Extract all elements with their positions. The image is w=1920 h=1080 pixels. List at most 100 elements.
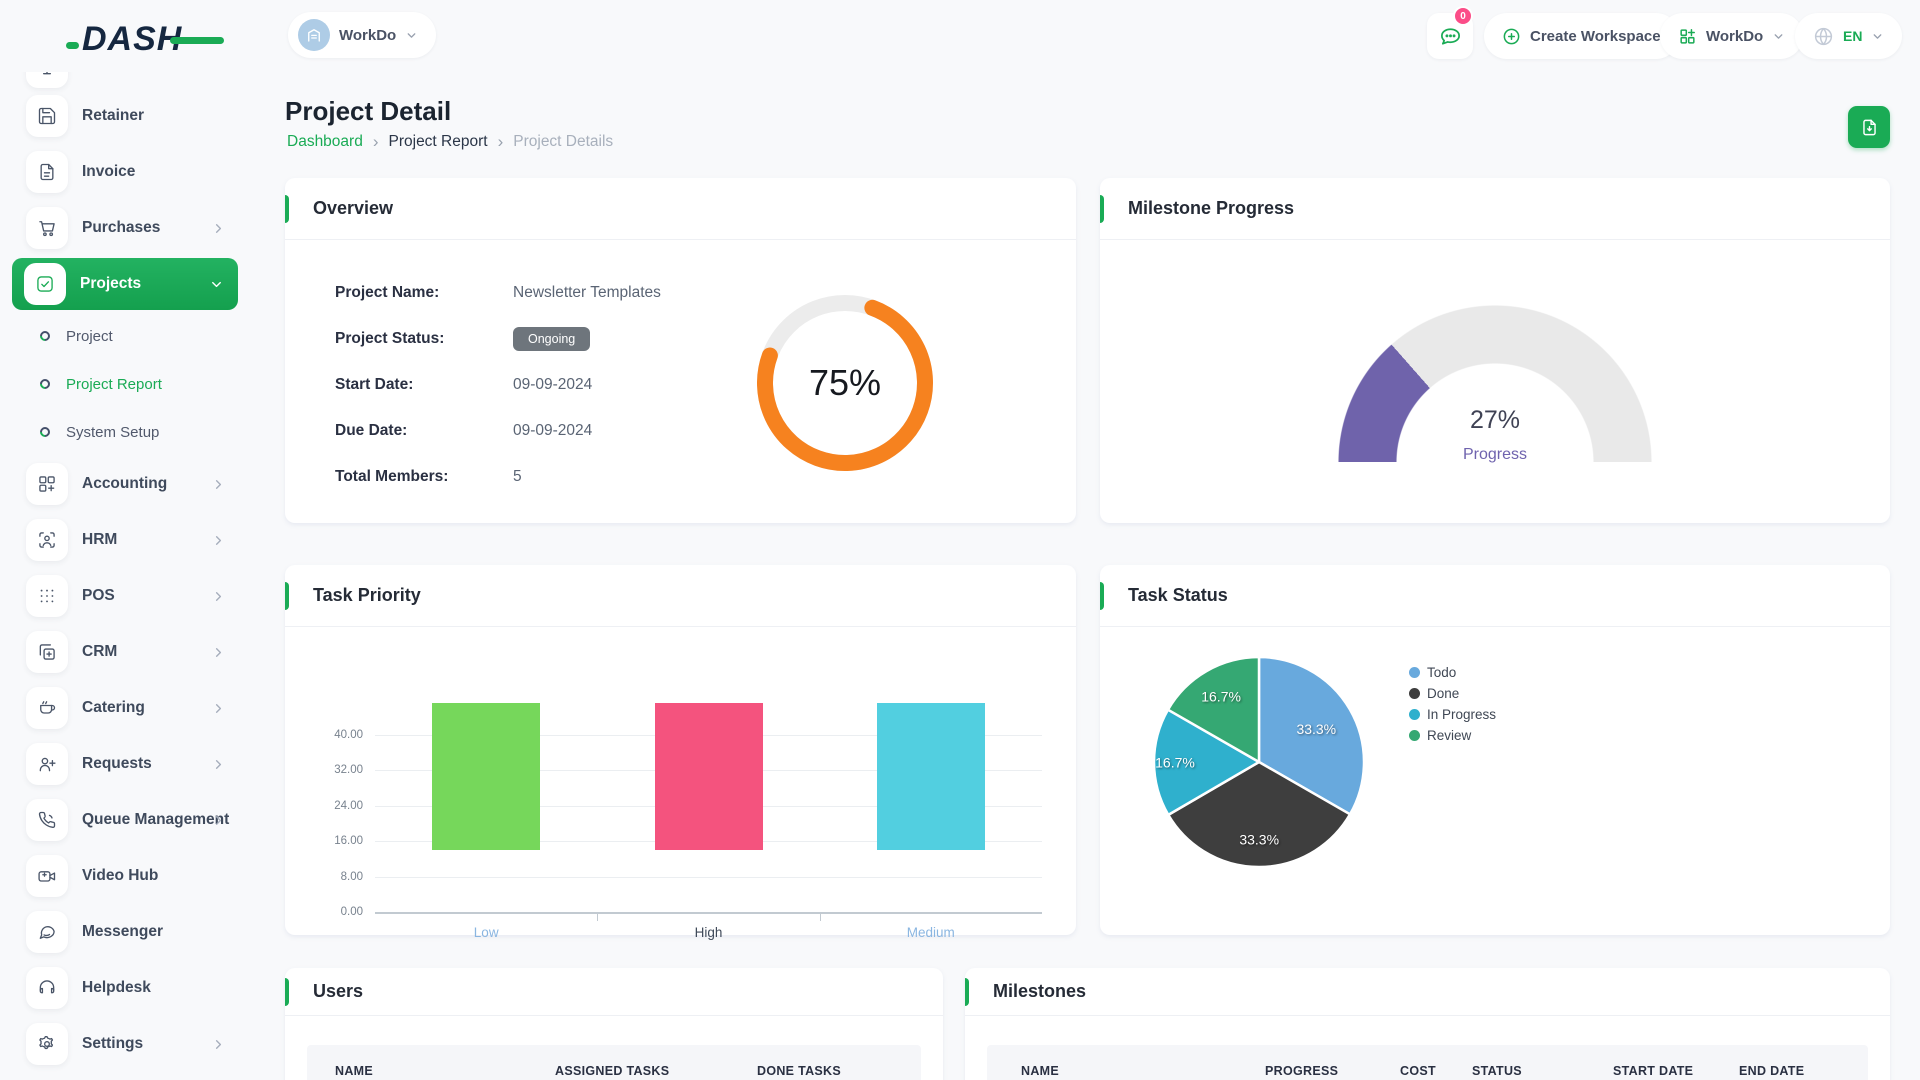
milestone-progress-card: Milestone Progress 27% Progress <box>1100 178 1890 523</box>
sidebar-nav: Retainer Invoice Purchases Projects Project P… <box>0 72 250 1072</box>
y-axis-tick-label: 0.00 <box>340 906 363 918</box>
sidebar-item-video-hub[interactable]: Video Hub <box>0 848 250 904</box>
overview-field-label: Due Date: <box>335 422 408 439</box>
overview-field-label: Start Date: <box>335 376 414 393</box>
breadcrumb-project-report[interactable]: Project Report <box>388 133 488 150</box>
chevron-right-icon <box>215 759 222 769</box>
gauge-sublabel: Progress <box>1462 446 1528 463</box>
task-status-pie-chart: 33.3% 33.3% 16.7% 16.7% <box>1139 642 1379 882</box>
column-header: PROGRESS <box>1265 1064 1339 1078</box>
export-report-button[interactable] <box>1848 106 1890 148</box>
y-axis-tick-label: 8.00 <box>340 870 363 883</box>
pie-slice-todo <box>1257 655 1366 816</box>
sidebar-item-requests[interactable]: Requests <box>0 736 250 792</box>
overview-field-label: Total Members: <box>335 468 449 485</box>
chevron-right-icon <box>215 1039 222 1049</box>
crm-icon <box>26 631 68 673</box>
sidebar-item-label: Retainer <box>82 107 145 124</box>
sidebar-item-helpdesk[interactable]: Helpdesk <box>0 960 250 1016</box>
sidebar-item-crm[interactable]: CRM <box>0 624 250 680</box>
sidebar-item-purchases[interactable]: Purchases <box>0 200 250 256</box>
legend-label: Todo <box>1427 665 1457 680</box>
users-card: Users NAME ASSIGNED TASKS DONE TASKS <box>285 968 943 1080</box>
grid-plus-icon <box>1680 28 1695 44</box>
create-workspace-button[interactable]: Create Workspace <box>1484 13 1679 59</box>
sidebar-item-label: Purchases <box>82 219 161 236</box>
file-export-icon <box>1862 119 1876 135</box>
sidebar-item-catering[interactable]: Catering <box>0 680 250 736</box>
task-priority-card-title: Task Priority <box>313 585 421 605</box>
sidebar-item-label: Settings <box>82 1035 144 1052</box>
page-title: Project Detail <box>285 96 452 126</box>
pie-slice-label: 16.7% <box>1201 689 1241 705</box>
sidebar-item-accounting[interactable]: Accounting <box>0 456 250 512</box>
legend-item-review[interactable]: Review <box>1409 728 1496 743</box>
milestone-progress-gauge <box>1338 305 1652 462</box>
breadcrumb-dashboard[interactable]: Dashboard <box>287 133 363 150</box>
bullet-icon <box>37 328 53 344</box>
overview-field-value: 09-09-2024 <box>513 422 593 439</box>
workdo-menu-button[interactable]: WorkDo <box>1660 13 1804 59</box>
sidebar-item-partial[interactable] <box>26 72 68 88</box>
legend-item-done[interactable]: Done <box>1409 686 1496 701</box>
sidebar-item-label: Invoice <box>82 163 136 180</box>
donut-value-label: 75% <box>808 362 882 403</box>
legend-dot-icon <box>1409 709 1420 720</box>
sidebar-item-label: Accounting <box>82 475 168 492</box>
sidebar-item-hrm[interactable]: HRM <box>0 512 250 568</box>
workspace-switcher[interactable]: WorkDo <box>288 12 437 58</box>
chevron-right-icon <box>215 647 222 657</box>
chevron-right-icon <box>215 223 222 233</box>
legend-item-todo[interactable]: Todo <box>1409 665 1496 680</box>
column-header: DONE TASKS <box>757 1064 842 1078</box>
legend-item-in-progress[interactable]: In Progress <box>1409 707 1496 722</box>
bullet-icon <box>37 424 53 440</box>
legend-dot-icon <box>1409 730 1420 741</box>
logo-dash-icon <box>170 37 224 44</box>
catering-icon <box>26 687 68 729</box>
overview-field-value: 09-09-2024 <box>513 376 593 393</box>
x-axis-category-label: High <box>694 925 723 940</box>
pie-legend: Todo Done In Progress Review <box>1409 665 1496 743</box>
x-axis-line <box>375 912 1042 914</box>
sidebar-item-label: Queue Management <box>82 811 230 828</box>
chevron-right-icon <box>215 815 222 825</box>
messenger-icon <box>26 911 68 953</box>
bar-high <box>654 702 763 850</box>
language-selector[interactable]: EN <box>1795 13 1903 59</box>
y-axis-tick-label: 40.00 <box>334 729 363 741</box>
breadcrumb-current: Project Details <box>513 133 614 150</box>
sidebar-subitem-project[interactable]: Project <box>0 312 250 360</box>
column-header: NAME <box>335 1064 374 1078</box>
hrm-icon <box>26 519 68 561</box>
overview-card-title: Overview <box>313 198 394 218</box>
sidebar-subitem-project-report[interactable]: Project Report <box>0 360 250 408</box>
sidebar-item-queue-management[interactable]: Queue Management <box>0 792 250 848</box>
sidebar-subitem-system-setup[interactable]: System Setup <box>0 408 250 456</box>
sidebar-item-invoice[interactable]: Invoice <box>0 144 250 200</box>
sidebar-item-retainer[interactable]: Retainer <box>0 88 250 144</box>
sidebar-item-projects[interactable]: Projects <box>12 258 238 310</box>
column-header: END DATE <box>1739 1064 1805 1078</box>
messages-button[interactable]: 0 <box>1427 6 1473 59</box>
sidebar-item-label: Projects <box>80 275 142 292</box>
overview-field-label: Project Status: <box>335 330 445 347</box>
y-axis-tick-label: 32.00 <box>334 764 363 777</box>
bar-low <box>432 702 541 850</box>
sidebar-item-label: Requests <box>82 755 152 772</box>
overview-card: Overview Project Name: Newsletter Templat… <box>285 178 1076 523</box>
app-logo[interactable]: DASH <box>66 22 224 56</box>
legend-label: Review <box>1427 728 1472 743</box>
helpdesk-icon <box>26 967 68 1009</box>
pie-slice-label: 16.7% <box>1155 754 1195 770</box>
chevron-right-icon <box>215 703 222 713</box>
legend-dot-icon <box>1409 667 1420 678</box>
queue-icon <box>26 799 68 841</box>
sidebar-item-settings[interactable]: Settings <box>0 1016 250 1072</box>
overview-field-row: Total Members: 5 <box>335 454 661 500</box>
sidebar-item-messenger[interactable]: Messenger <box>0 904 250 960</box>
logo-dash-icon <box>66 42 79 49</box>
sidebar-item-pos[interactable]: POS <box>0 568 250 624</box>
card-accent <box>285 195 289 223</box>
chevron-down-icon <box>407 32 416 38</box>
